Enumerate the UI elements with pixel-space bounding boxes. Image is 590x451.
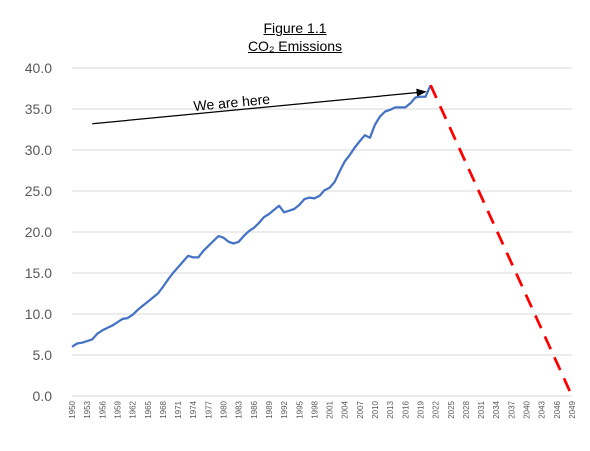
y-tick-label: 25.0 (25, 183, 52, 199)
x-tick-label: 1968 (159, 400, 168, 418)
x-tick-label: 1953 (83, 400, 92, 418)
x-tick-label: 1950 (68, 400, 77, 418)
x-tick-label: 1983 (235, 400, 244, 418)
x-tick-label: 2010 (371, 400, 380, 418)
chart-subtitle: CO₂ Emissions (247, 38, 343, 54)
y-tick-label: 15.0 (25, 265, 52, 281)
y-tick-label: 35.0 (25, 101, 52, 117)
x-tick-label: 1959 (113, 400, 122, 418)
x-tick-label: 1965 (144, 400, 153, 418)
y-tick-label: 30.0 (25, 142, 52, 158)
x-tick-label: 1971 (174, 400, 183, 418)
x-tick-label: 1962 (129, 400, 138, 418)
x-tick-label: 2022 (432, 400, 441, 418)
x-tick-label: 2001 (326, 400, 335, 418)
x-tick-label: 2016 (401, 400, 410, 418)
annotations: We are here (92, 88, 427, 125)
x-tick-label: 2034 (492, 400, 501, 418)
emissions-line (71, 84, 432, 348)
y-tick-label: 5.0 (33, 347, 53, 363)
x-tick-label: 2004 (341, 400, 350, 418)
x-tick-label: 1992 (280, 400, 289, 418)
x-tick-label: 2013 (386, 400, 395, 418)
x-tick-label: 2007 (356, 400, 365, 418)
x-tick-label: 1989 (265, 400, 274, 418)
x-tick-label: 1956 (98, 400, 107, 418)
y-axis-ticks: 0.0 5.0 10.0 15.0 20.0 25.0 30.0 35.0 40.0 (25, 60, 52, 404)
annotation-label: We are here (193, 91, 271, 114)
x-tick-label: 1995 (295, 400, 304, 418)
x-tick-label: 1986 (250, 400, 259, 418)
series (71, 84, 574, 397)
projection-line (429, 84, 574, 397)
x-tick-label: 2049 (568, 400, 577, 418)
x-tick-label: 2025 (447, 400, 456, 418)
x-tick-label: 2040 (523, 400, 532, 418)
x-tick-label: 1980 (220, 400, 229, 418)
x-axis-ticks: 1950 1953 1956 1959 1962 1965 1968 1971 1974 1977… (68, 400, 577, 418)
y-tick-label: 0.0 (33, 388, 53, 404)
x-tick-label: 2043 (538, 400, 547, 418)
y-tick-label: 20.0 (25, 224, 52, 240)
x-tick-label: 1998 (310, 400, 319, 418)
y-tick-label: 40.0 (25, 60, 52, 76)
x-tick-label: 1977 (204, 400, 213, 418)
x-tick-label: 2028 (462, 400, 471, 418)
x-tick-label: 2037 (507, 400, 516, 418)
x-tick-label: 2046 (553, 400, 562, 418)
y-tick-label: 10.0 (25, 306, 52, 322)
gridlines (72, 67, 572, 397)
x-tick-label: 2031 (477, 400, 486, 418)
x-tick-label: 1974 (189, 400, 198, 418)
x-tick-label: 2019 (416, 400, 425, 418)
annotation-arrow (92, 88, 427, 125)
chart-title: Figure 1.1 (263, 20, 327, 36)
